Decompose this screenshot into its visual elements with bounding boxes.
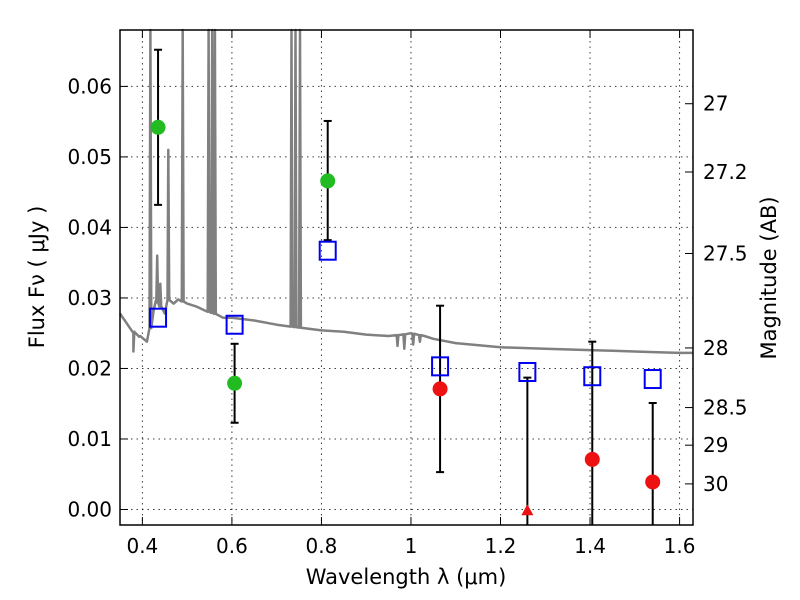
x-tick-label-3: 1 (405, 534, 418, 558)
y-tick-label-0: 0.00 (67, 497, 112, 521)
series-3-point-5-marker (583, 366, 602, 387)
y-tick-label-4: 0.04 (67, 215, 112, 239)
series-3-point-2-marker (318, 240, 337, 261)
x-tick-label-5: 1.4 (574, 534, 606, 558)
mag-tick-label-5: 29 (703, 433, 728, 457)
mag-tick-label-4: 28.5 (703, 396, 748, 420)
x-tick-label-2: 0.8 (306, 534, 338, 558)
mag-tick-label-2: 27.5 (703, 241, 748, 265)
series-0-point-1-marker (227, 375, 243, 391)
y-tick-label-5: 0.05 (67, 145, 112, 169)
x-tick-label-1: 0.6 (216, 534, 248, 558)
data-points (149, 48, 662, 525)
mag-tick-label-6: 30 (703, 472, 728, 496)
y2-axis-label: Magnitude (AB) (757, 196, 781, 359)
series-0-point-2-marker (320, 173, 336, 189)
series-2-point-0-marker (521, 504, 534, 516)
y-tick-label-1: 0.01 (67, 427, 112, 451)
y-tick-label-6: 0.06 (67, 74, 112, 98)
series-3-point-3-marker (431, 356, 450, 377)
series-1-point-2-marker (645, 474, 661, 490)
mag-tick-label-1: 27.2 (703, 160, 748, 184)
y-tick-label-2: 0.02 (67, 356, 112, 380)
y-tick-label-3: 0.03 (67, 286, 112, 310)
series-3-point-6-marker (643, 369, 662, 390)
model-spectrum (118, 28, 693, 355)
series-1-point-1-marker (584, 451, 600, 467)
grid (120, 30, 693, 525)
series-3-point-1-marker (225, 314, 244, 335)
x-tick-label-0: 0.4 (126, 534, 158, 558)
model-spectrum-line (118, 28, 693, 355)
series-1-point-0-marker (432, 381, 448, 397)
plot-frame (119, 29, 694, 526)
axis-ticks: 0.4 0.6 0.8 1 1.2 1.4 1.6 0.00 0.01 0.02 0.03 0.04 0… (67, 30, 748, 558)
series-3-point-0-marker (149, 307, 168, 328)
mag-tick-label-3: 28 (703, 336, 728, 360)
x-tick-label-6: 1.6 (664, 534, 696, 558)
y-axis-label: Flux Fν ( μJy ) (25, 206, 49, 349)
series-3-point-4-marker (518, 361, 537, 382)
x-axis-label: Wavelength λ (μm) (306, 565, 507, 589)
x-tick-label-4: 1.2 (485, 534, 517, 558)
mag-tick-label-0: 27 (703, 92, 728, 116)
series-0-point-0-marker (150, 119, 166, 135)
